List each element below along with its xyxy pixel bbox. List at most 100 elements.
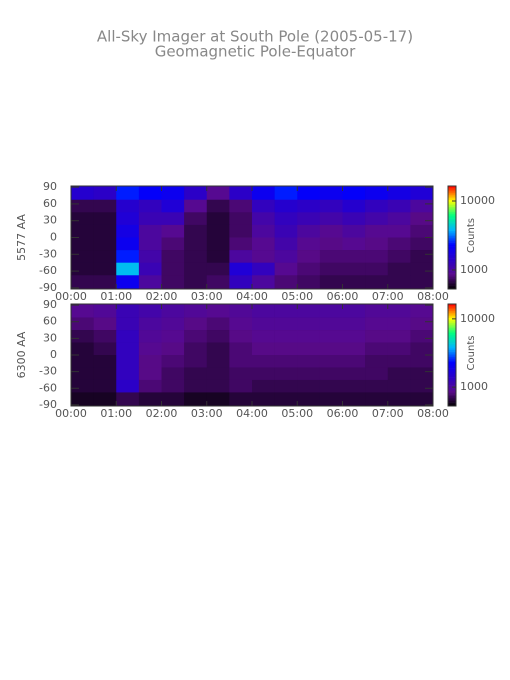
- colorbar-frame: [447, 303, 457, 407]
- heatmap-cell: [93, 237, 117, 251]
- colorbar-segment: [448, 242, 456, 245]
- heatmap-cell: [274, 355, 298, 368]
- heatmap-cell: [138, 355, 162, 368]
- heatmap-cell: [319, 342, 343, 356]
- heatmap-cell: [206, 342, 230, 356]
- heatmap-cell: [71, 237, 94, 251]
- colorbar-segment: [448, 390, 456, 393]
- colorbar-segment: [448, 327, 456, 330]
- colorbar-tick-label: 10000: [460, 312, 495, 325]
- heatmap-cell: [184, 392, 208, 407]
- heatmap-cell: [206, 224, 230, 238]
- heatmap-cell: [71, 199, 94, 213]
- heatmap-cell: [229, 212, 253, 226]
- chart-subtitle: Geomagnetic Pole-Equator: [155, 43, 356, 61]
- y-tick-label: 60: [43, 315, 57, 328]
- colorbar-segment: [448, 394, 456, 397]
- colorbar-segment: [448, 360, 456, 363]
- heatmap-cell: [342, 392, 366, 407]
- heatmap-cell: [116, 275, 140, 290]
- heatmap-cell: [71, 392, 94, 407]
- colorbar-segment: [448, 336, 456, 339]
- heatmap-cell: [138, 186, 162, 201]
- colorbar-segment: [448, 283, 456, 286]
- colorbar-label: Counts: [466, 336, 477, 371]
- heatmap-cell: [297, 275, 321, 290]
- heatmap-cell: [297, 342, 321, 356]
- heatmap-cell: [252, 262, 275, 276]
- heatmap-cell: [206, 392, 230, 407]
- colorbar-segment: [448, 338, 456, 340]
- heatmap-cell: [184, 186, 208, 201]
- y-tick-label: 0: [50, 231, 57, 244]
- heatmap-cell: [319, 330, 343, 343]
- heatmap-cell: [71, 186, 94, 201]
- heatmap-cell: [206, 330, 230, 343]
- heatmap-cell: [229, 262, 253, 276]
- heatmap-cell: [410, 275, 434, 290]
- heatmap-cell: [252, 379, 275, 393]
- colorbar-segment: [448, 373, 456, 376]
- heatmap-cell: [161, 262, 185, 276]
- heatmap-cell: [184, 367, 208, 381]
- heatmap-cell: [93, 392, 117, 407]
- heatmap-cell: [138, 304, 162, 318]
- x-tick-label: 06:00: [327, 290, 359, 303]
- colorbar-segment: [448, 395, 456, 398]
- heatmap-cell: [319, 250, 343, 263]
- y-tick-label: -60: [39, 264, 57, 277]
- heatmap-cell: [252, 342, 275, 356]
- colorbar-segment: [448, 349, 456, 352]
- colorbar-segment: [448, 372, 456, 374]
- heatmap-cell: [252, 330, 275, 343]
- x-tick-label: 07:00: [372, 290, 404, 303]
- colorbar-segment: [448, 389, 456, 391]
- heatmap-cell: [410, 186, 434, 201]
- heatmap-cell: [116, 330, 140, 343]
- heatmap-cell: [184, 212, 208, 226]
- heatmap-cell: [365, 186, 389, 201]
- colorbar-segment: [448, 246, 456, 249]
- heatmap-cell: [297, 379, 321, 393]
- heatmap-cell: [342, 199, 366, 213]
- heatmap-cell: [410, 317, 434, 331]
- heatmap-cell: [297, 355, 321, 368]
- heatmap-cell: [184, 330, 208, 343]
- heatmap-cell: [274, 199, 298, 213]
- heatmap-cell: [252, 367, 275, 381]
- heatmap-cell: [365, 237, 389, 251]
- heatmap-cell: [252, 355, 275, 368]
- heatmap-cell: [342, 367, 366, 381]
- heatmap-cell: [410, 392, 434, 407]
- heatmap-cell: [342, 212, 366, 226]
- heatmap-cell: [387, 250, 411, 263]
- heatmap-cell: [387, 262, 411, 276]
- colorbar-segment: [448, 392, 456, 395]
- heatmap-cell: [229, 379, 253, 393]
- colorbar-segment: [448, 365, 456, 368]
- x-tick-label: 02:00: [146, 290, 178, 303]
- colorbar-segment: [448, 270, 456, 273]
- heatmap-cell: [93, 355, 117, 368]
- heatmap-cell: [410, 304, 434, 318]
- heatmap-cell: [252, 199, 275, 213]
- heatmap-cell: [365, 317, 389, 331]
- heatmap-cell: [387, 224, 411, 238]
- heatmap-cell: [410, 262, 434, 276]
- heatmap-cell: [138, 367, 162, 381]
- colorbar-segment: [448, 324, 456, 327]
- colorbar-segment: [448, 192, 456, 195]
- colorbar-segment: [448, 304, 456, 306]
- x-tick-label: 05:00: [281, 290, 313, 303]
- colorbar-segment: [448, 368, 456, 371]
- heatmap-cell: [93, 250, 117, 263]
- heatmap-cell: [71, 262, 94, 276]
- heatmap-cell: [229, 275, 253, 290]
- heatmap-cell: [229, 330, 253, 343]
- heatmap-cell: [138, 342, 162, 356]
- heatmap-cell: [138, 237, 162, 251]
- heatmap-cell: [319, 392, 343, 407]
- heatmap-cell: [342, 330, 366, 343]
- heatmap-cell: [93, 262, 117, 276]
- heatmap-cell: [206, 250, 230, 263]
